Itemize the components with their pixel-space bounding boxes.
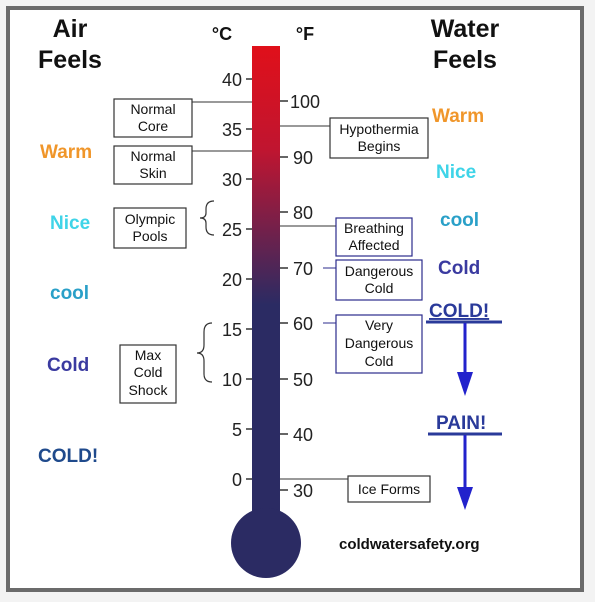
- hypothermia-label: Hypothermia: [339, 121, 419, 137]
- air-feels-cold: Cold: [47, 355, 89, 376]
- celsius-tick-label: 40: [222, 70, 242, 90]
- breathing-affected-label: Breathing: [344, 220, 404, 236]
- ice-forms-callout: Ice Forms: [280, 475, 431, 503]
- fahrenheit-tick-label: 100: [290, 92, 320, 112]
- fahrenheit-tick-label: 50: [293, 370, 313, 390]
- fahrenheit-tick-label: 60: [293, 314, 313, 334]
- fahrenheit-tick-label: 30: [293, 481, 313, 501]
- fahrenheit-tick-label: 70: [293, 259, 313, 279]
- cold-arrow-head: [457, 372, 473, 396]
- max-cold-shock-callout: Max Cold Shock: [119, 322, 213, 404]
- celsius-tick-label: 35: [222, 120, 242, 140]
- pain-arrow-head: [457, 487, 473, 510]
- fahrenheit-tick-label: 80: [293, 203, 313, 223]
- celsius-scale: 40 35 30 25 20 15 10 5 0: [222, 70, 252, 490]
- water-feels-cool: cool: [440, 210, 479, 231]
- ice-forms-label: Ice Forms: [358, 481, 420, 497]
- olympic-pools-label: Olympic: [125, 211, 176, 227]
- water-feels-nice: Nice: [436, 162, 476, 183]
- breathing-affected-label: Affected: [348, 237, 399, 253]
- normal-skin-label: Skin: [139, 165, 166, 181]
- chart-frame: Air Feels °C °F Water Feels 40 35 30 25 …: [6, 6, 584, 592]
- air-feels-cool: cool: [50, 283, 89, 304]
- thermometer-tube: [252, 46, 280, 516]
- breathing-affected-callout: Breathing Affected: [280, 217, 413, 257]
- air-title: Air: [53, 15, 88, 43]
- dangerous-cold-label: Cold: [365, 280, 394, 296]
- normal-skin-callout: Normal Skin: [113, 145, 252, 185]
- celsius-tick-label: 30: [222, 170, 242, 190]
- olympic-pools-label: Pools: [132, 228, 167, 244]
- very-dangerous-cold-callout: Very Dangerous Cold: [323, 314, 423, 374]
- celsius-tick-label: 25: [222, 220, 242, 240]
- very-dangerous-cold-label: Very: [365, 317, 393, 333]
- water-feels-very-cold: COLD!: [429, 301, 489, 322]
- water-feels-warm: Warm: [432, 106, 484, 127]
- normal-skin-label: Normal: [130, 148, 175, 164]
- hypothermia-label: Begins: [358, 138, 401, 154]
- celsius-tick-label: 0: [232, 470, 242, 490]
- normal-core-label: Normal: [130, 101, 175, 117]
- celsius-unit: °C: [212, 24, 232, 44]
- water-feels-pain: PAIN!: [436, 413, 486, 434]
- max-cold-shock-label: Shock: [129, 382, 169, 398]
- air-feels-warm: Warm: [40, 142, 92, 163]
- dangerous-cold-callout: Dangerous Cold: [323, 259, 423, 301]
- thermometer-diagram: Air Feels °C °F Water Feels 40 35 30 25 …: [38, 15, 502, 578]
- max-cold-shock-label: Cold: [134, 364, 163, 380]
- air-feels-very-cold: COLD!: [38, 446, 98, 467]
- normal-core-callout: Normal Core: [113, 98, 252, 138]
- fahrenheit-scale: 100 90 80 70 60 50 40 30: [280, 92, 320, 501]
- water-feels-cold: Cold: [438, 258, 480, 279]
- fahrenheit-tick-label: 90: [293, 148, 313, 168]
- celsius-tick-label: 10: [222, 370, 242, 390]
- olympic-pools-callout: Olympic Pools: [113, 200, 215, 249]
- fahrenheit-tick-label: 40: [293, 425, 313, 445]
- water-title: Water: [431, 15, 500, 43]
- very-dangerous-cold-label: Cold: [365, 353, 394, 369]
- very-dangerous-cold-label: Dangerous: [345, 335, 414, 351]
- air-title-line2: Feels: [38, 46, 102, 74]
- max-cold-shock-label: Max: [135, 347, 161, 363]
- dangerous-cold-label: Dangerous: [345, 263, 414, 279]
- fahrenheit-unit: °F: [296, 24, 314, 44]
- celsius-tick-label: 5: [232, 420, 242, 440]
- hypothermia-callout: Hypothermia Begins: [280, 117, 429, 159]
- source-credit: coldwatersafety.org: [339, 536, 480, 553]
- air-feels-nice: Nice: [50, 213, 90, 234]
- celsius-tick-label: 15: [222, 320, 242, 340]
- water-title-line2: Feels: [433, 46, 497, 74]
- celsius-tick-label: 20: [222, 270, 242, 290]
- normal-core-label: Core: [138, 118, 169, 134]
- thermometer-bulb: [231, 508, 301, 578]
